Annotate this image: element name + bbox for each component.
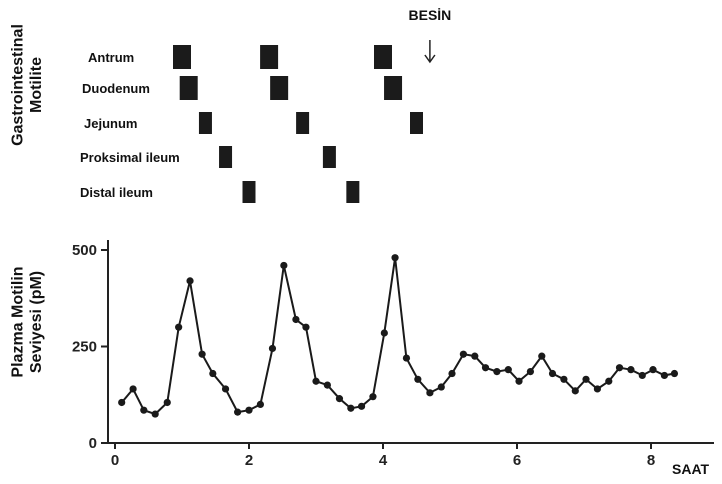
data-point [323, 381, 331, 389]
data-point [638, 371, 646, 380]
data-point [268, 344, 277, 353]
data-point [481, 364, 490, 372]
data-point [292, 315, 300, 324]
motility-burst [322, 146, 336, 168]
data-point [437, 383, 445, 391]
x-tick-label: 8 [647, 452, 655, 469]
data-point [302, 323, 310, 331]
y-tick-label: 500 [72, 242, 97, 259]
data-point [493, 367, 501, 376]
data-point [571, 387, 579, 395]
motility-row: Antrum [88, 45, 392, 69]
motility-row: Jejunum [84, 112, 423, 134]
data-point [175, 323, 183, 331]
motility-burst [179, 76, 198, 100]
data-point [221, 385, 230, 393]
segment-label: Distal ileum [80, 185, 153, 200]
motilin-y-axis-label-line: Plazma Motilin [9, 266, 26, 377]
motility-burst [270, 76, 289, 100]
data-point [660, 371, 669, 380]
motility-y-axis-label-line: Gastrointestinal [9, 24, 26, 146]
data-point [312, 377, 320, 385]
y-tick-label: 250 [72, 339, 97, 356]
data-point [380, 329, 388, 337]
x-tick-label: 6 [513, 452, 521, 469]
data-point [209, 369, 217, 378]
data-point [245, 406, 253, 414]
data-point [347, 404, 355, 412]
data-point [414, 375, 422, 383]
data-point [335, 395, 344, 403]
data-point [357, 402, 366, 410]
motility-burst [242, 181, 256, 203]
data-point [593, 385, 602, 393]
motility-burst [374, 45, 392, 69]
motility-row: Distal ileum [80, 181, 360, 203]
motility-burst [296, 112, 310, 134]
data-point [369, 393, 377, 401]
data-point [615, 364, 624, 372]
segment-label: Antrum [88, 50, 134, 65]
data-point [426, 389, 434, 397]
data-point [471, 352, 479, 360]
motility-burst [173, 45, 191, 69]
data-point [605, 377, 613, 385]
data-point [515, 377, 523, 385]
segment-label: Jejunum [84, 116, 137, 131]
data-point [129, 385, 137, 393]
x-tick-label: 0 [111, 452, 119, 469]
motility-row: Proksimal ileum [80, 146, 336, 168]
data-point [627, 366, 635, 374]
data-point [538, 352, 546, 360]
y-tick-label: 0 [89, 435, 97, 452]
segment-label: Duodenum [82, 81, 150, 96]
motility-burst [219, 146, 233, 168]
data-point [504, 366, 512, 374]
data-point [670, 369, 679, 378]
data-point [140, 406, 148, 414]
x-axis-label: SAAT [672, 461, 710, 477]
data-point [186, 277, 194, 285]
motility-burst [384, 76, 403, 100]
x-tick-label: 4 [379, 452, 388, 469]
data-point [560, 375, 568, 383]
data-point [118, 398, 126, 407]
food-arrow-icon [424, 40, 436, 64]
data-point [649, 366, 657, 374]
data-point [198, 350, 206, 358]
data-point [526, 367, 535, 376]
motility-y-axis-label: GastrointestinalMotilite [9, 24, 44, 146]
food-annotation: BESİN [409, 7, 452, 23]
data-point [391, 254, 399, 262]
data-point [459, 350, 467, 358]
segment-label: Proksimal ileum [80, 150, 180, 165]
data-point [151, 410, 159, 418]
data-point [582, 375, 590, 383]
data-point [256, 400, 264, 408]
motility-y-axis-label-line: Motilite [28, 57, 45, 113]
motilin-y-axis-label-line: Seviyesi (pM) [28, 271, 45, 373]
motilin-panel: Plazma MotilinSeviyesi (pM) 0 250 500 0 2 4 6 8… [9, 240, 714, 477]
data-point [280, 261, 288, 270]
motility-row: Duodenum [82, 76, 403, 100]
data-point [448, 369, 456, 378]
data-point [548, 369, 557, 378]
data-point [163, 398, 171, 407]
motility-burst [198, 112, 212, 134]
motility-burst [410, 112, 423, 134]
x-tick-label: 2 [245, 452, 253, 469]
motility-burst [260, 45, 279, 69]
motilin-series-line [120, 257, 675, 416]
motility-burst [346, 181, 360, 203]
data-point [234, 408, 242, 416]
motility-panel: GastrointestinalMotilite BESİN Antrum Duo… [9, 7, 451, 203]
data-point [402, 354, 411, 362]
motilin-y-axis-label: Plazma MotilinSeviyesi (pM) [9, 266, 44, 377]
